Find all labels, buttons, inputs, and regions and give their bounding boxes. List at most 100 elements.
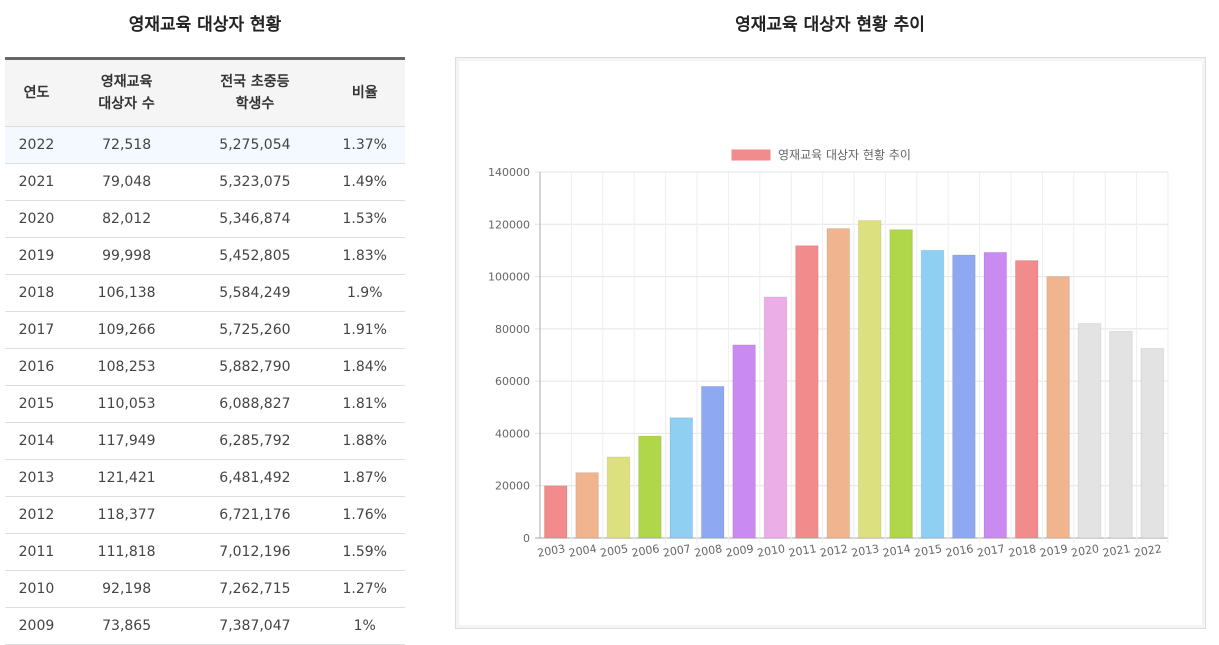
table-row: 2017 109,266 5,725,260 1.91% — [5, 311, 405, 349]
x-tick-label: 2007 — [662, 542, 692, 560]
bar-2004 — [575, 472, 599, 539]
cell-students: 6,285,792 — [185, 422, 325, 460]
cell-ratio: 1.88% — [324, 422, 405, 460]
cell-students: 5,725,260 — [185, 311, 325, 349]
header-text: 대상자 수 — [98, 96, 155, 112]
table-row: 2015 110,053 6,088,827 1.81% — [5, 385, 405, 423]
cell-year: 2017 — [5, 311, 68, 349]
bar-2021 — [1109, 330, 1133, 539]
x-tick-label: 2003 — [536, 542, 566, 560]
y-tick-label: 60000 — [495, 375, 530, 388]
cell-students: 5,584,249 — [185, 274, 325, 312]
cell-year: 2012 — [5, 496, 68, 534]
table-row: 2011 111,818 7,012,196 1.59% — [5, 533, 405, 571]
y-tick-label: 120000 — [488, 218, 530, 231]
legend-label: 영재교육 대상자 현황 추이 — [778, 148, 911, 162]
cell-gifted-count: 79,048 — [67, 163, 186, 201]
y-tick-label: 80000 — [495, 323, 530, 336]
legend-swatch — [730, 148, 772, 162]
table-row: 2013 121,421 6,481,492 1.87% — [5, 459, 405, 497]
cell-ratio: 1.9% — [324, 274, 405, 312]
cell-gifted-count: 109,266 — [67, 311, 186, 349]
x-tick-label: 2012 — [819, 542, 849, 560]
cell-ratio: 1.59% — [324, 533, 405, 571]
cell-gifted-count: 99,998 — [67, 237, 186, 275]
table-row: 2014 117,949 6,285,792 1.88% — [5, 422, 405, 460]
cell-students: 5,323,075 — [185, 163, 325, 201]
bar-2008 — [700, 385, 725, 539]
bar-2020 — [1077, 323, 1102, 539]
gifted-table: 연도 영재교육 대상자 수 전국 초중등 학생수 비율 2022 72,518 5,27… — [5, 57, 405, 645]
bar-2014 — [889, 229, 913, 539]
x-tick-label: 2014 — [882, 542, 912, 560]
cell-gifted-count: 73,865 — [67, 607, 186, 645]
bar-2007 — [669, 417, 694, 539]
bar-2022 — [1140, 347, 1165, 539]
bar-2015 — [920, 249, 945, 539]
cell-gifted-count: 117,949 — [67, 422, 186, 460]
cell-year: 2015 — [5, 385, 68, 423]
cell-ratio: 1.53% — [324, 200, 405, 238]
table-row: 2019 99,998 5,452,805 1.83% — [5, 237, 405, 275]
cell-gifted-count: 72,518 — [67, 126, 186, 164]
cell-students: 5,275,054 — [185, 126, 325, 164]
x-tick-label: 2022 — [1133, 542, 1163, 560]
table-row: 2020 82,012 5,346,874 1.53% — [5, 200, 405, 238]
x-tick-label: 2009 — [725, 542, 755, 560]
bar-2005 — [606, 456, 631, 539]
cell-gifted-count: 108,253 — [67, 348, 186, 386]
cell-gifted-count: 110,053 — [67, 385, 186, 423]
cell-year: 2016 — [5, 348, 68, 386]
x-tick-label: 2011 — [788, 542, 818, 560]
cell-year: 2009 — [5, 607, 68, 645]
bar-2012 — [826, 228, 851, 539]
cell-gifted-count: 92,198 — [67, 570, 186, 608]
header-text: 전국 초중등 — [220, 74, 290, 90]
bar-2003 — [543, 485, 568, 539]
bar-2016 — [952, 254, 976, 539]
cell-students: 5,882,790 — [185, 348, 325, 386]
y-tick-label: 0 — [523, 532, 530, 545]
cell-students: 5,346,874 — [185, 200, 325, 238]
header-text: 비율 — [351, 85, 378, 101]
cell-year: 2020 — [5, 200, 68, 238]
y-tick-label: 140000 — [488, 166, 530, 179]
cell-students: 7,262,715 — [185, 570, 325, 608]
table-row: 2010 92,198 7,262,715 1.27% — [5, 570, 405, 608]
cell-gifted-count: 106,138 — [67, 274, 186, 312]
x-tick-label: 2017 — [976, 542, 1006, 560]
cell-gifted-count: 118,377 — [67, 496, 186, 534]
x-tick-label: 2013 — [850, 542, 880, 560]
cell-year: 2019 — [5, 237, 68, 275]
table-header: 연도 영재교육 대상자 수 전국 초중등 학생수 비율 — [5, 58, 405, 127]
cell-ratio: 1.37% — [324, 126, 405, 164]
table-row: 2009 73,865 7,387,047 1% — [5, 607, 405, 645]
cell-students: 5,452,805 — [185, 237, 325, 275]
cell-students: 6,088,827 — [185, 385, 325, 423]
bar-2018 — [1014, 260, 1039, 539]
cell-ratio: 1.87% — [324, 459, 405, 497]
table-row: 2021 79,048 5,323,075 1.49% — [5, 163, 405, 201]
x-tick-label: 2016 — [945, 542, 975, 560]
table-row: 2012 118,377 6,721,176 1.76% — [5, 496, 405, 534]
x-tick-label: 2018 — [1007, 542, 1037, 560]
bar-chart: 0 20000 40000 60000 80000 100000 120000 140000 2… — [488, 148, 1169, 560]
cell-ratio: 1.83% — [324, 237, 405, 275]
header-ratio: 비율 — [324, 58, 405, 127]
cell-gifted-count: 111,818 — [67, 533, 186, 571]
cell-ratio: 1.76% — [324, 496, 405, 534]
cell-year: 2022 — [5, 126, 68, 164]
cell-ratio: 1.84% — [324, 348, 405, 386]
cell-ratio: 1.49% — [324, 163, 405, 201]
bar-2011 — [795, 245, 819, 539]
bar-2006 — [638, 435, 662, 539]
cell-year: 2010 — [5, 570, 68, 608]
cell-ratio: 1.91% — [324, 311, 405, 349]
cell-year: 2014 — [5, 422, 68, 460]
x-tick-label: 2021 — [1102, 542, 1132, 560]
table-row: 2018 106,138 5,584,249 1.9% — [5, 274, 405, 312]
header-text: 학생수 — [235, 96, 275, 112]
cell-ratio: 1% — [324, 607, 405, 645]
cell-ratio: 1.81% — [324, 385, 405, 423]
x-tick-label: 2006 — [631, 542, 661, 560]
